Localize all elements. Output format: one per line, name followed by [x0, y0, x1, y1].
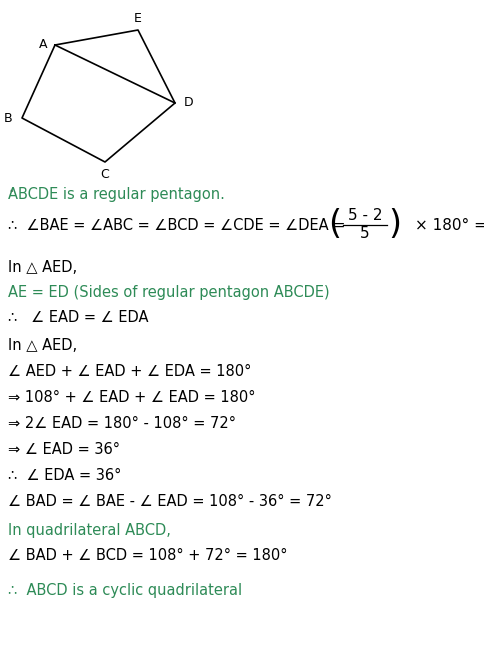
Text: ): ): [389, 209, 402, 241]
Text: ∴  ∠ EDA = 36°: ∴ ∠ EDA = 36°: [8, 467, 121, 482]
Text: In quadrilateral ABCD,: In quadrilateral ABCD,: [8, 522, 171, 537]
Text: ∴  ABCD is a cyclic quadrilateral: ∴ ABCD is a cyclic quadrilateral: [8, 582, 242, 597]
Text: AE = ED (Sides of regular pentagon ABCDE): AE = ED (Sides of regular pentagon ABCDE…: [8, 286, 330, 301]
Text: ⇒ 108° + ∠ EAD + ∠ EAD = 180°: ⇒ 108° + ∠ EAD + ∠ EAD = 180°: [8, 389, 256, 404]
Text: ⇒ ∠ EAD = 36°: ⇒ ∠ EAD = 36°: [8, 441, 120, 456]
Text: ⇒ 2∠ EAD = 180° - 108° = 72°: ⇒ 2∠ EAD = 180° - 108° = 72°: [8, 415, 236, 430]
Text: 5 - 2: 5 - 2: [348, 209, 382, 224]
Text: ABCDE is a regular pentagon.: ABCDE is a regular pentagon.: [8, 188, 225, 203]
Text: B: B: [4, 111, 12, 125]
Text: ∠ BAD + ∠ BCD = 108° + 72° = 180°: ∠ BAD + ∠ BCD = 108° + 72° = 180°: [8, 548, 287, 563]
Text: ∠ BAD = ∠ BAE - ∠ EAD = 108° - 36° = 72°: ∠ BAD = ∠ BAE - ∠ EAD = 108° - 36° = 72°: [8, 494, 332, 509]
Text: A: A: [39, 38, 47, 52]
Text: D: D: [184, 96, 194, 110]
Text: E: E: [134, 12, 142, 25]
Text: ∴   ∠ EAD = ∠ EDA: ∴ ∠ EAD = ∠ EDA: [8, 310, 149, 325]
Text: ∠ AED + ∠ EAD + ∠ EDA = 180°: ∠ AED + ∠ EAD + ∠ EDA = 180°: [8, 364, 251, 379]
Text: × 180° = 108°: × 180° = 108°: [415, 218, 484, 233]
Text: In △ AED,: In △ AED,: [8, 261, 77, 276]
Text: .: .: [8, 178, 13, 196]
Text: In △ AED,: In △ AED,: [8, 338, 77, 353]
Text: (: (: [329, 209, 342, 241]
Text: ∴  ∠BAE = ∠ABC = ∠BCD = ∠CDE = ∠DEA =: ∴ ∠BAE = ∠ABC = ∠BCD = ∠CDE = ∠DEA =: [8, 218, 346, 233]
Text: 5: 5: [360, 226, 370, 241]
Text: C: C: [101, 168, 109, 181]
